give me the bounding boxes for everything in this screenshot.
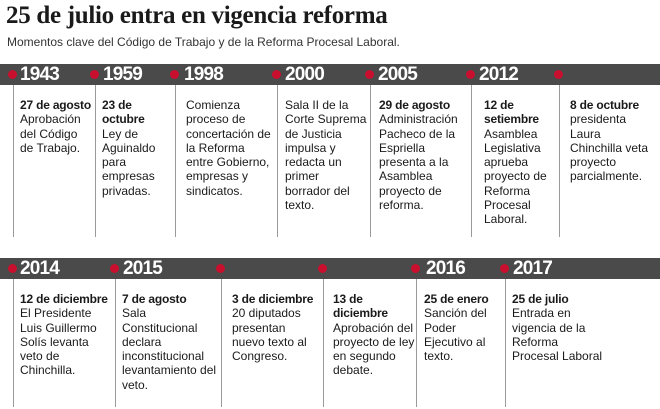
year-label: 1959 bbox=[103, 64, 143, 85]
timeline-connector bbox=[175, 85, 176, 237]
entry-text: presidenta Laura Chinchilla veta proyect… bbox=[570, 112, 649, 184]
timeline-band: 2014 2015 2016 2017 bbox=[0, 258, 660, 279]
timeline-connector bbox=[471, 85, 472, 237]
timeline-marker-icon bbox=[170, 70, 179, 79]
page-subtitle: Momentos clave del Código de Trabajo y d… bbox=[7, 35, 400, 49]
timeline-entry: 25 de julio Entrada en vigencia de la Re… bbox=[512, 292, 604, 363]
timeline-entry: 25 de enero Sanción del Poder Ejecutivo … bbox=[424, 292, 502, 363]
entry-date: 25 de julio bbox=[512, 292, 569, 306]
entry-text: Entrada en vigencia de la Reforma Proces… bbox=[512, 306, 603, 364]
timeline-marker-icon bbox=[216, 264, 225, 273]
entry-date: 3 de diciembre bbox=[232, 292, 314, 306]
year-label: 2012 bbox=[479, 64, 519, 85]
timeline-marker-icon bbox=[8, 70, 17, 79]
timeline-connector bbox=[115, 279, 116, 407]
timeline-entry: Comienza proceso de concertación de la R… bbox=[186, 98, 274, 198]
year-label: 2005 bbox=[378, 64, 418, 85]
timeline-marker-icon bbox=[554, 70, 563, 79]
timeline-marker-icon bbox=[90, 70, 99, 79]
entry-date: 13 de diciembre bbox=[333, 292, 388, 321]
year-label: 2014 bbox=[20, 258, 60, 279]
timeline-marker-icon bbox=[500, 264, 509, 273]
timeline-connector bbox=[277, 85, 278, 237]
entry-text: El Presidente Luis Guillermo Solís levan… bbox=[20, 306, 97, 378]
timeline-connector bbox=[416, 279, 417, 407]
timeline-entry: 27 de agosto Aprobación del Código de Tr… bbox=[20, 98, 92, 155]
entry-text: 20 diputados presentan nuevo texto al Co… bbox=[232, 306, 307, 364]
year-label: 1998 bbox=[184, 64, 224, 85]
timeline-connector bbox=[370, 85, 371, 237]
timeline-marker-icon bbox=[110, 264, 119, 273]
timeline-entry: 13 de diciembre Aprobación del proyecto … bbox=[333, 292, 415, 378]
entry-date: 7 de agosto bbox=[122, 292, 187, 306]
timeline-entry: 12 de diciembre El Presidente Luis Guill… bbox=[20, 292, 108, 378]
entry-date: 12 de setiembre bbox=[484, 98, 539, 127]
entry-text: Sala II de la Corte Suprema de Justicia … bbox=[285, 98, 367, 213]
timeline-entry: 29 de agosto Administración Pacheco de l… bbox=[379, 98, 469, 212]
timeline-entry: 3 de diciembre 20 diputados presentan nu… bbox=[232, 292, 318, 363]
timeline-marker-icon bbox=[318, 264, 327, 273]
year-label: 2017 bbox=[513, 258, 553, 279]
timeline-connector bbox=[505, 279, 506, 407]
year-label: 1943 bbox=[20, 64, 60, 85]
entry-date: 27 de agosto bbox=[20, 98, 91, 112]
timeline-marker-icon bbox=[411, 264, 420, 273]
entry-date: 12 de diciembre bbox=[20, 292, 108, 306]
entry-date: 23 de octubre bbox=[102, 98, 145, 127]
timeline-connector bbox=[13, 279, 14, 407]
entry-text: Ley de Aguinaldo para empresas privadas. bbox=[102, 126, 156, 198]
entry-text: Comienza proceso de concertación de la R… bbox=[186, 98, 271, 198]
timeline-connector bbox=[559, 85, 560, 237]
entry-text: Asamblea Legislativa aprueba proyecto de… bbox=[484, 126, 547, 227]
timeline-entry: 8 de octubre presidenta Laura Chinchilla… bbox=[570, 98, 656, 184]
entry-text: Aprobación del Código de Trabajo. bbox=[20, 112, 81, 155]
entry-date: 29 de agosto bbox=[379, 98, 450, 112]
year-label: 2016 bbox=[426, 258, 466, 279]
entry-text: Aprobación del proyecto de ley en segund… bbox=[333, 320, 415, 378]
entry-text: Administración Pacheco de la Espriella p… bbox=[379, 112, 458, 213]
timeline-entry: 12 de setiembre Asamblea Legislativa apr… bbox=[484, 98, 560, 227]
entry-text: Sala Constitucional declara inconstituci… bbox=[122, 306, 217, 392]
entry-date: 8 de octubre bbox=[570, 98, 639, 112]
page-title: 25 de julio entra en vigencia reforma bbox=[6, 2, 388, 29]
entry-text: Sanción del Poder Ejecutivo al texto. bbox=[424, 306, 487, 364]
timeline-connector bbox=[323, 279, 324, 407]
timeline-marker-icon bbox=[272, 70, 281, 79]
timeline-connector bbox=[13, 85, 14, 237]
timeline-marker-icon bbox=[365, 70, 374, 79]
timeline-band: 1943 1959 1998 2000 2005 2012 bbox=[0, 64, 660, 85]
timeline-entry: Sala II de la Corte Suprema de Justicia … bbox=[285, 98, 367, 212]
timeline-entry: 7 de agosto Sala Constitucional declara … bbox=[122, 292, 218, 392]
year-label: 2000 bbox=[285, 64, 325, 85]
year-label: 2015 bbox=[123, 258, 163, 279]
entry-date: 25 de enero bbox=[424, 292, 489, 306]
timeline-connector bbox=[221, 279, 222, 407]
timeline-marker-icon bbox=[466, 70, 475, 79]
timeline-entry: 23 de octubre Ley de Aguinaldo para empr… bbox=[102, 98, 172, 198]
timeline-marker-icon bbox=[8, 264, 17, 273]
timeline-connector bbox=[95, 85, 96, 237]
